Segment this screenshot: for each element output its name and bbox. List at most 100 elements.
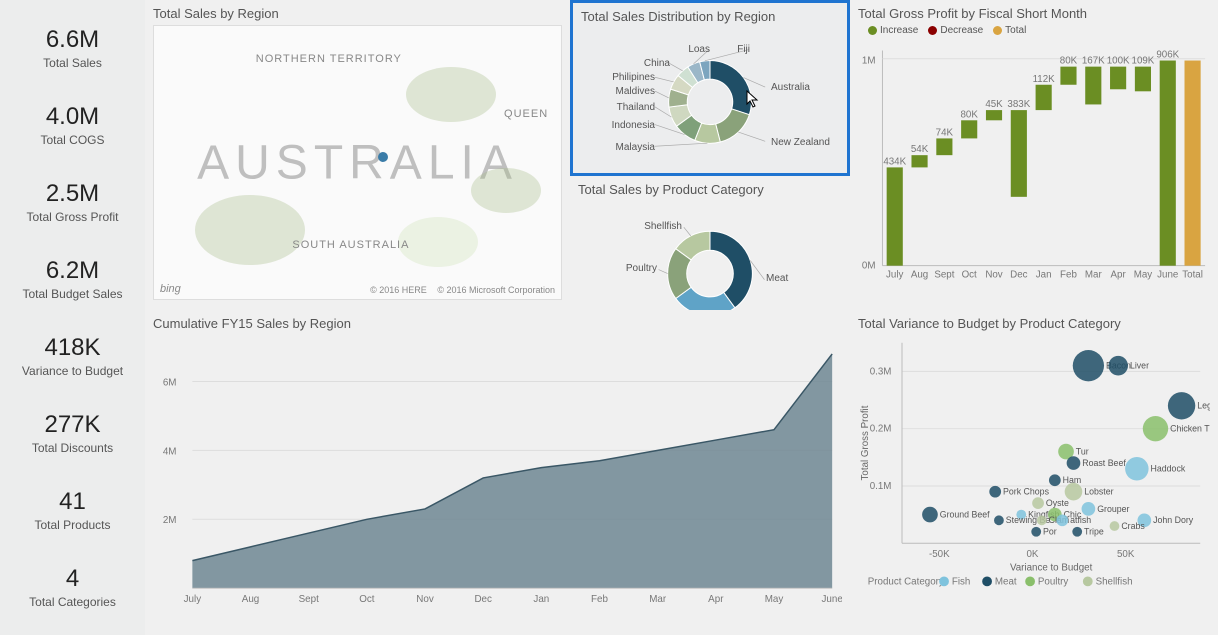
map-provider: bing [160, 283, 181, 295]
kpi-card[interactable]: 4.0M Total COGS [5, 103, 140, 147]
donut-region-tile[interactable]: Total Sales Distribution by Region Austr… [570, 0, 850, 176]
bubble-label: Lobster [1084, 487, 1113, 497]
kpi-card[interactable]: 277K Total Discounts [5, 411, 140, 455]
map-attr-here: © 2016 HERE [370, 285, 427, 295]
waterfall-bar[interactable] [986, 110, 1002, 120]
map-tile[interactable]: Total Sales by Region AUSTRALIA bing © 2… [145, 0, 570, 310]
map-attribution: © 2016 HERE © 2016 Microsoft Corporation [362, 285, 555, 295]
svg-text:1M: 1M [862, 56, 876, 67]
bubble-point[interactable] [1056, 514, 1068, 526]
bubble-point[interactable] [1082, 502, 1096, 516]
waterfall-bar[interactable] [1160, 61, 1176, 266]
svg-text:Feb: Feb [591, 594, 608, 605]
kpi-label: Total Products [5, 518, 140, 532]
donut-slice[interactable] [710, 61, 751, 115]
donut-region-chart[interactable]: AustraliaNew ZealandMalaysiaIndonesiaTha… [581, 28, 839, 166]
waterfall-bar[interactable] [936, 138, 952, 155]
bubble-label: Crabs [1121, 521, 1145, 531]
svg-text:0.2M: 0.2M [870, 424, 892, 435]
donut-slice-label: Meat [766, 273, 788, 284]
svg-text:Oct: Oct [962, 269, 977, 280]
area-title: Cumulative FY15 Sales by Region [153, 316, 842, 331]
map-data-point[interactable] [378, 152, 388, 162]
bubble-label: Por [1043, 527, 1057, 537]
bubble-label: Leg Of Lamb [1197, 401, 1210, 411]
map-big-label: AUSTRALIA [197, 135, 518, 190]
donut-slice-label: New Zealand [771, 137, 830, 148]
kpi-card[interactable]: 2.5M Total Gross Profit [5, 180, 140, 224]
waterfall-bar[interactable] [1011, 110, 1027, 197]
svg-text:Feb: Feb [1060, 269, 1077, 280]
kpi-card[interactable]: 6.2M Total Budget Sales [5, 257, 140, 301]
svg-text:Aug: Aug [911, 269, 928, 280]
kpi-label: Variance to Budget [5, 364, 140, 378]
waterfall-bar[interactable] [1036, 85, 1052, 110]
kpi-card[interactable]: 4 Total Categories [5, 565, 140, 609]
bubble-point[interactable] [1073, 350, 1104, 381]
bubble-point[interactable] [1031, 527, 1041, 537]
svg-text:Product Category: Product Category [868, 576, 944, 587]
bubble-point[interactable] [1032, 497, 1044, 509]
kpi-label: Total Discounts [5, 441, 140, 455]
area-tile[interactable]: Cumulative FY15 Sales by Region 2M4M6MJu… [145, 310, 850, 635]
svg-text:Nov: Nov [416, 594, 434, 605]
bubble-point[interactable] [1108, 356, 1128, 376]
waterfall-bar[interactable] [911, 155, 927, 167]
bubble-legend: Product CategoryFishMeatPoultryShellfish [868, 576, 1133, 587]
waterfall-chart[interactable]: 1M0M434KJuly54KAug74KSept80KOct45KNov383… [858, 38, 1210, 288]
bubble-label: Tur [1076, 447, 1089, 457]
legend-item: Total [993, 25, 1026, 36]
svg-text:6M: 6M [163, 377, 177, 388]
svg-text:383K: 383K [1007, 99, 1030, 110]
bubble-point[interactable] [1143, 416, 1168, 441]
bubble-point[interactable] [1168, 392, 1195, 419]
donut-slice-label: Maldives [616, 86, 655, 97]
svg-text:Apr: Apr [1111, 269, 1127, 280]
waterfall-bar[interactable] [1060, 67, 1076, 85]
svg-text:Sept: Sept [299, 594, 319, 605]
bubble-point[interactable] [1049, 474, 1061, 486]
svg-text:80K: 80K [960, 109, 978, 120]
bubble-point[interactable] [1125, 457, 1148, 480]
bubble-chart[interactable]: 0.1M0.2M0.3M-50K0K50KVariance to BudgetT… [858, 335, 1210, 595]
map-canvas[interactable]: AUSTRALIA bing © 2016 HERE © 2016 Micros… [153, 25, 562, 300]
waterfall-bar[interactable] [961, 120, 977, 138]
bubble-label: Haddock [1151, 464, 1186, 474]
kpi-label: Total Sales [5, 56, 140, 70]
waterfall-bar[interactable] [1110, 67, 1126, 90]
kpi-label: Total Gross Profit [5, 210, 140, 224]
waterfall-tile[interactable]: Total Gross Profit by Fiscal Short Month… [850, 0, 1218, 310]
svg-text:May: May [765, 594, 784, 605]
waterfall-bar[interactable] [1135, 67, 1151, 92]
area-series[interactable] [192, 354, 832, 588]
dashboard: 6.6M Total Sales 4.0M Total COGS 2.5M Tota… [0, 0, 1218, 635]
svg-text:Meat: Meat [995, 576, 1017, 587]
bubble-point[interactable] [1110, 521, 1120, 531]
donut-slice[interactable] [716, 109, 750, 142]
svg-text:Poultry: Poultry [1038, 576, 1069, 587]
kpi-card[interactable]: 41 Total Products [5, 488, 140, 532]
waterfall-bar[interactable] [887, 167, 903, 265]
map-territory-label: SOUTH AUSTRALIA [292, 239, 409, 251]
bubble-point[interactable] [989, 486, 1001, 498]
svg-text:July: July [886, 269, 903, 280]
svg-text:109K: 109K [1132, 56, 1155, 67]
svg-text:0.3M: 0.3M [870, 366, 892, 377]
map-terrain-blob [406, 67, 496, 122]
bubble-tile[interactable]: Total Variance to Budget by Product Cate… [850, 310, 1218, 635]
svg-text:June: June [1157, 269, 1178, 280]
area-chart[interactable]: 2M4M6MJulyAugSeptOctNovDecJanFebMarAprMa… [153, 335, 842, 615]
waterfall-bar[interactable] [1185, 61, 1201, 266]
bubble-point[interactable] [1067, 456, 1081, 470]
kpi-card[interactable]: 6.6M Total Sales [5, 26, 140, 70]
bubble-point[interactable] [1072, 527, 1082, 537]
svg-text:Total: Total [1182, 269, 1203, 280]
kpi-card[interactable]: 418K Variance to Budget [5, 334, 140, 378]
legend-item: Decrease [928, 25, 983, 36]
waterfall-bar[interactable] [1085, 67, 1101, 105]
bubble-point[interactable] [1037, 515, 1047, 525]
svg-text:100K: 100K [1107, 56, 1130, 67]
donut-column: Total Sales Distribution by Region Austr… [570, 0, 850, 310]
bubble-point[interactable] [922, 507, 938, 523]
bubble-point[interactable] [994, 515, 1004, 525]
